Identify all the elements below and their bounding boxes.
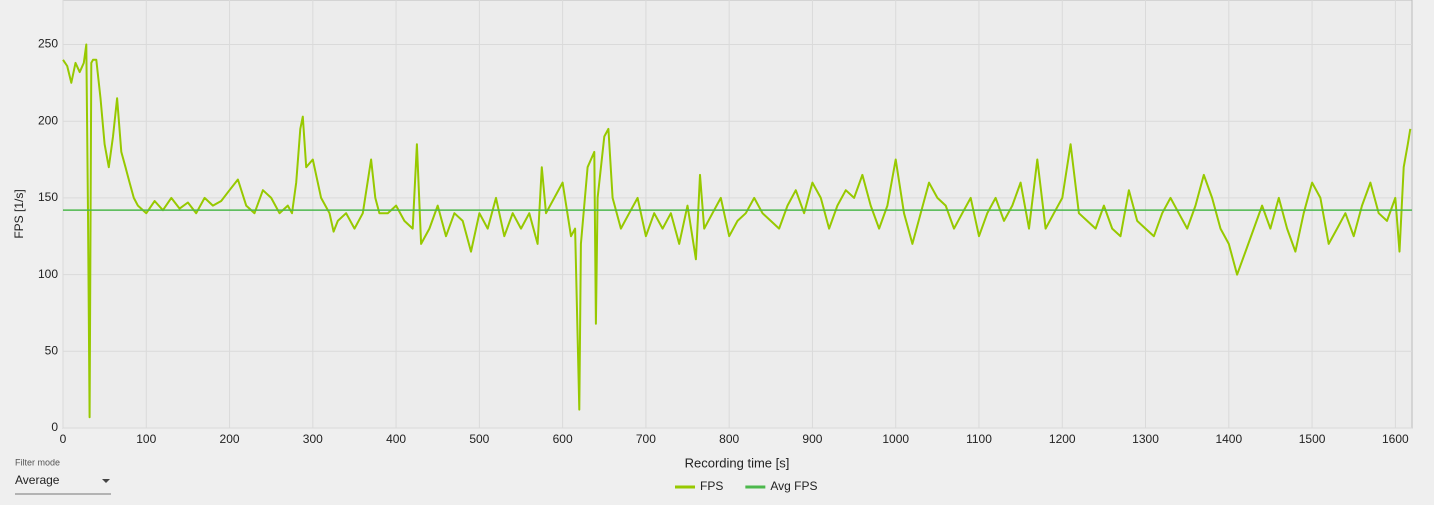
x-tick-label: 0 [60, 432, 67, 446]
plot-area [62, 0, 1413, 429]
x-tick-label: 1200 [1049, 432, 1076, 446]
filter-dropdown[interactable]: Average [15, 473, 111, 495]
x-tick-label: 800 [719, 432, 739, 446]
x-tick-label: 700 [636, 432, 656, 446]
x-tick-label: 500 [469, 432, 489, 446]
x-tick-label: 400 [386, 432, 406, 446]
x-tick-label: 1300 [1132, 432, 1159, 446]
y-tick-label: 200 [38, 113, 58, 127]
x-axis-label: Recording time [s] [685, 455, 790, 470]
x-tick-label: 300 [303, 432, 323, 446]
x-tick-label: 1000 [882, 432, 909, 446]
y-tick-label: 100 [38, 267, 58, 281]
x-tick-label: 1400 [1215, 432, 1242, 446]
x-tick-label: 100 [136, 432, 156, 446]
y-tick-label: 250 [38, 37, 58, 51]
x-tick-label: 600 [553, 432, 573, 446]
y-axis-label: FPS [1/s] [12, 189, 26, 238]
legend-label: FPS [700, 479, 723, 493]
legend-label: Avg FPS [770, 479, 817, 493]
dropdown-arrow [102, 479, 110, 483]
fps-line [62, 43, 1412, 419]
x-tick-label: 1100 [966, 432, 992, 446]
x-tick-label: 900 [802, 432, 822, 446]
y-tick-label: 50 [45, 343, 59, 357]
x-tick-label: 1500 [1299, 432, 1326, 446]
filter-value[interactable]: Average [15, 473, 60, 487]
x-tick-label: 1600 [1382, 432, 1409, 446]
y-tick-label: 150 [38, 190, 58, 204]
filter-label: Filter mode [15, 457, 60, 467]
y-tick-label: 0 [51, 420, 58, 434]
x-tick-label: 200 [220, 432, 240, 446]
